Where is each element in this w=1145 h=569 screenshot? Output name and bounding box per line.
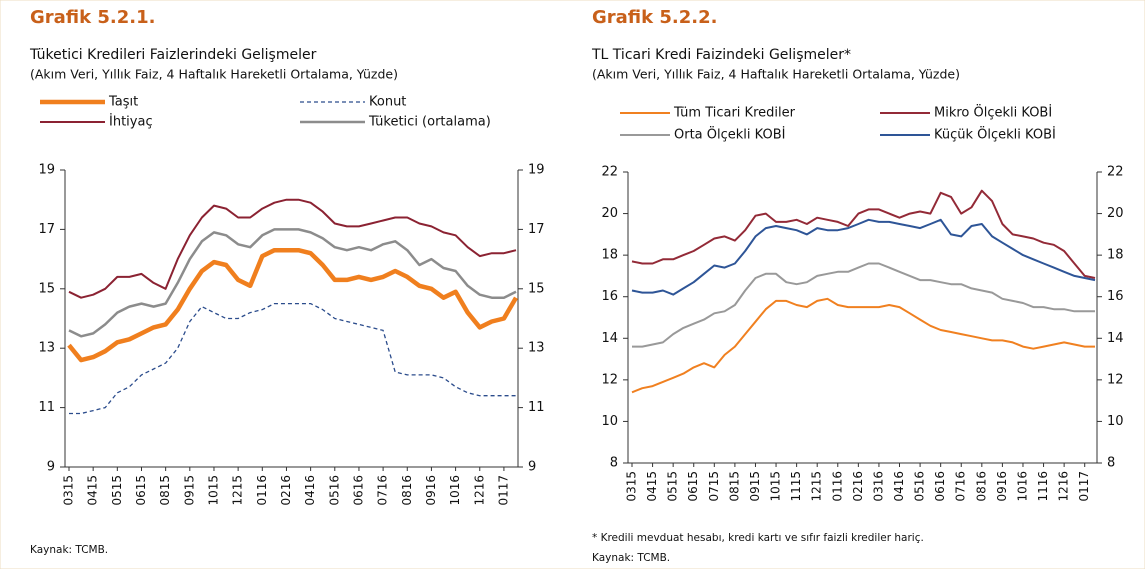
x-tick-label: 1215 [810, 471, 824, 502]
y2-tick-label: 20 [1107, 206, 1124, 221]
y2-tick-label: 8 [1107, 456, 1115, 471]
legend-label: Taşıt [108, 95, 138, 110]
x-tick-label: 0816 [400, 475, 414, 506]
x-tick-label: 0916 [424, 475, 438, 506]
source: Kaynak: TCMB. [30, 544, 108, 556]
y-tick-label: 19 [38, 163, 55, 178]
y-tick-label: 9 [47, 460, 55, 475]
y-tick-label: 15 [38, 281, 55, 296]
x-tick-label: 0616 [351, 475, 365, 506]
legend-label: Orta Ölçekli KOBİ [674, 126, 785, 143]
x-tick-label: 0516 [327, 475, 341, 506]
y2-tick-label: 16 [1107, 289, 1124, 304]
series-line [68, 228, 517, 338]
chart-subtitle: TL Ticari Kredi Faizindeki Gelişmeler* [591, 47, 851, 63]
chart-subtitle: Tüketici Kredileri Faizlerindeki Gelişme… [29, 47, 317, 63]
x-tick-label: 0216 [851, 471, 865, 502]
x-tick-label: 0815 [727, 471, 741, 502]
chart-title: Grafik 5.2.2. [592, 7, 717, 28]
x-tick-label: 0916 [995, 471, 1009, 502]
legend-label: Küçük Ölçekli KOBİ [934, 126, 1056, 143]
y-tick-label: 10 [601, 414, 618, 429]
x-tick-label: 1216 [1057, 471, 1071, 502]
x-tick-label: 0815 [158, 475, 172, 506]
y-tick-label: 18 [601, 248, 618, 263]
x-tick-label: 1215 [231, 475, 245, 506]
x-tick-label: 0216 [279, 475, 293, 506]
x-tick-label: 1216 [472, 475, 486, 506]
x-tick-label: 0615 [686, 471, 700, 502]
x-tick-label: 0616 [933, 471, 947, 502]
footnote: * Kredili mevduat hesabı, kredi kartı ve… [592, 532, 924, 544]
x-tick-label: 0315 [625, 471, 639, 502]
x-tick-label: 0716 [954, 471, 968, 502]
y-tick-label: 22 [601, 165, 618, 180]
x-tick-label: 0615 [134, 475, 148, 506]
y-tick-label: 17 [38, 222, 55, 237]
y-tick-label: 20 [601, 206, 618, 221]
series-line [632, 262, 1095, 348]
legend-label: Tüm Ticari Krediler [673, 106, 796, 121]
x-tick-label: 1015 [769, 471, 783, 502]
y-tick-label: 12 [601, 372, 618, 387]
x-tick-label: 0117 [496, 475, 510, 506]
y2-tick-label: 12 [1107, 372, 1124, 387]
x-tick-label: 1016 [448, 475, 462, 506]
y-tick-label: 16 [601, 289, 618, 304]
source: Kaynak: TCMB. [592, 552, 670, 564]
y-tick-label: 13 [38, 341, 55, 356]
x-tick-label: 0515 [666, 471, 680, 502]
y2-tick-label: 18 [1107, 248, 1124, 263]
x-tick-label: 1015 [206, 475, 220, 506]
legend-label: Konut [369, 95, 406, 110]
series-line [631, 218, 1096, 296]
y2-tick-label: 14 [1107, 331, 1124, 346]
series-line [631, 189, 1096, 279]
x-tick-label: 0816 [974, 471, 988, 502]
y-tick-label: 11 [38, 400, 55, 415]
series-line [67, 247, 518, 363]
series-line [68, 198, 517, 299]
x-tick-label: 1115 [789, 471, 803, 502]
x-tick-label: 0415 [86, 475, 100, 506]
x-tick-label: 0915 [182, 475, 196, 506]
x-tick-label: 0416 [303, 475, 317, 506]
chart-note: (Akım Veri, Yıllık Faiz, 4 Haftalık Hare… [30, 67, 398, 82]
x-tick-label: 0316 [871, 471, 885, 502]
x-tick-label: 0116 [255, 475, 269, 506]
y-tick-label: 8 [610, 456, 618, 471]
series-line [631, 297, 1095, 394]
x-tick-label: 1016 [1015, 471, 1029, 502]
y2-tick-label: 17 [528, 222, 545, 237]
x-tick-label: 0116 [830, 471, 844, 502]
x-tick-label: 0715 [707, 471, 721, 502]
y2-tick-label: 11 [528, 400, 545, 415]
chart-note: (Akım Veri, Yıllık Faiz, 4 Haftalık Hare… [592, 67, 960, 82]
legend-label: Mikro Ölçekli KOBİ [934, 104, 1052, 121]
y2-tick-label: 13 [528, 341, 545, 356]
x-tick-label: 0915 [748, 471, 762, 502]
series-line [69, 302, 516, 415]
y2-tick-label: 15 [528, 281, 545, 296]
x-tick-label: 0516 [913, 471, 927, 502]
y2-tick-label: 22 [1107, 165, 1124, 180]
legend-label: İhtiyaç [109, 114, 153, 130]
x-tick-label: 0716 [376, 475, 390, 506]
x-tick-label: 0117 [1077, 471, 1091, 502]
y2-tick-label: 9 [528, 460, 536, 475]
x-tick-label: 0515 [110, 475, 124, 506]
x-tick-label: 0415 [645, 471, 659, 502]
y2-tick-label: 19 [528, 163, 545, 178]
y-tick-label: 14 [601, 331, 618, 346]
y2-tick-label: 10 [1107, 414, 1124, 429]
x-tick-label: 0315 [62, 475, 76, 506]
chart-title: Grafik 5.2.1. [30, 7, 155, 28]
legend-label: Tüketici (ortalama) [368, 115, 491, 130]
x-tick-label: 0416 [892, 471, 906, 502]
x-tick-label: 1116 [1036, 471, 1050, 502]
